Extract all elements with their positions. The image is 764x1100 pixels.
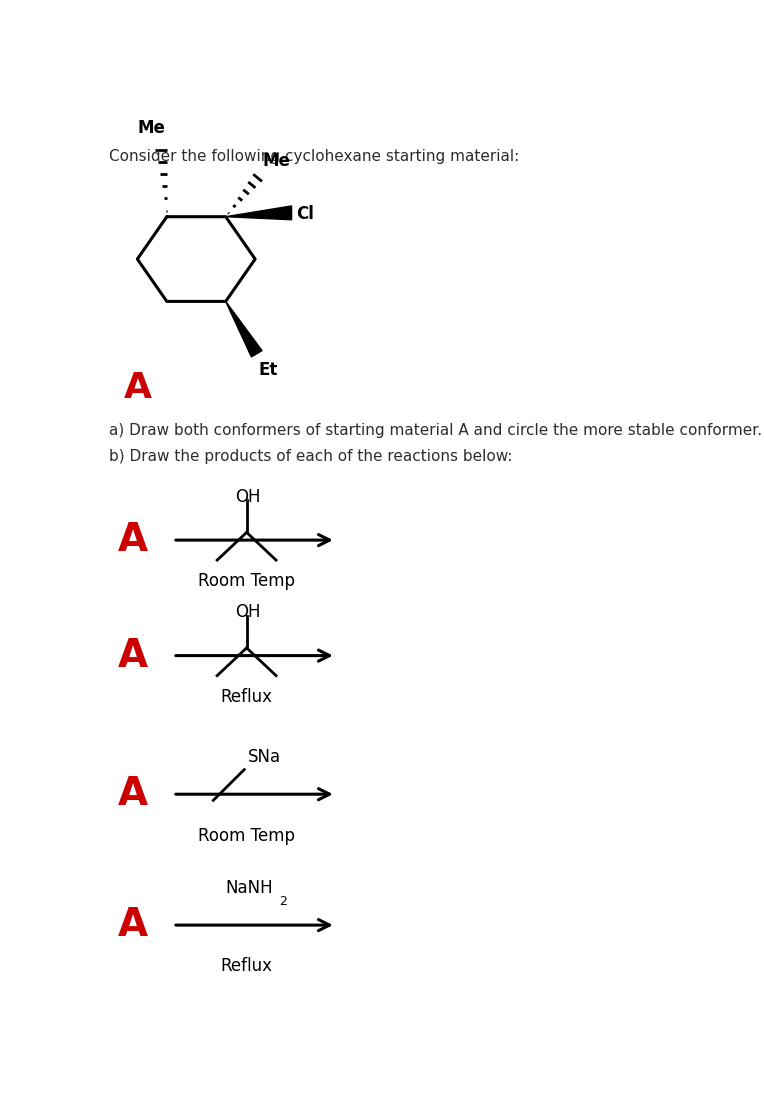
Text: b) Draw the products of each of the reactions below:: b) Draw the products of each of the reac… [109,449,513,464]
Text: Reflux: Reflux [221,688,273,706]
Text: A: A [118,776,147,813]
Text: Room Temp: Room Temp [198,572,295,591]
Text: A: A [118,906,147,944]
Text: A: A [118,521,147,559]
Text: Cl: Cl [296,206,314,223]
Text: OH: OH [235,603,261,622]
Text: Room Temp: Room Temp [198,826,295,845]
Text: A: A [118,637,147,674]
Polygon shape [225,301,262,356]
Text: NaNH: NaNH [225,879,273,898]
Text: SNa: SNa [248,748,280,767]
Text: Me: Me [138,120,165,138]
Text: A: A [124,371,152,405]
Polygon shape [225,206,292,220]
Text: 2: 2 [279,895,287,909]
Text: a) Draw both conformers of starting material A and circle the more stable confor: a) Draw both conformers of starting mate… [109,424,762,438]
Text: Consider the following cyclohexane starting material:: Consider the following cyclohexane start… [109,148,520,164]
Text: Reflux: Reflux [221,957,273,976]
Text: Et: Et [258,362,277,380]
Text: Me: Me [262,152,290,169]
Text: OH: OH [235,487,261,506]
